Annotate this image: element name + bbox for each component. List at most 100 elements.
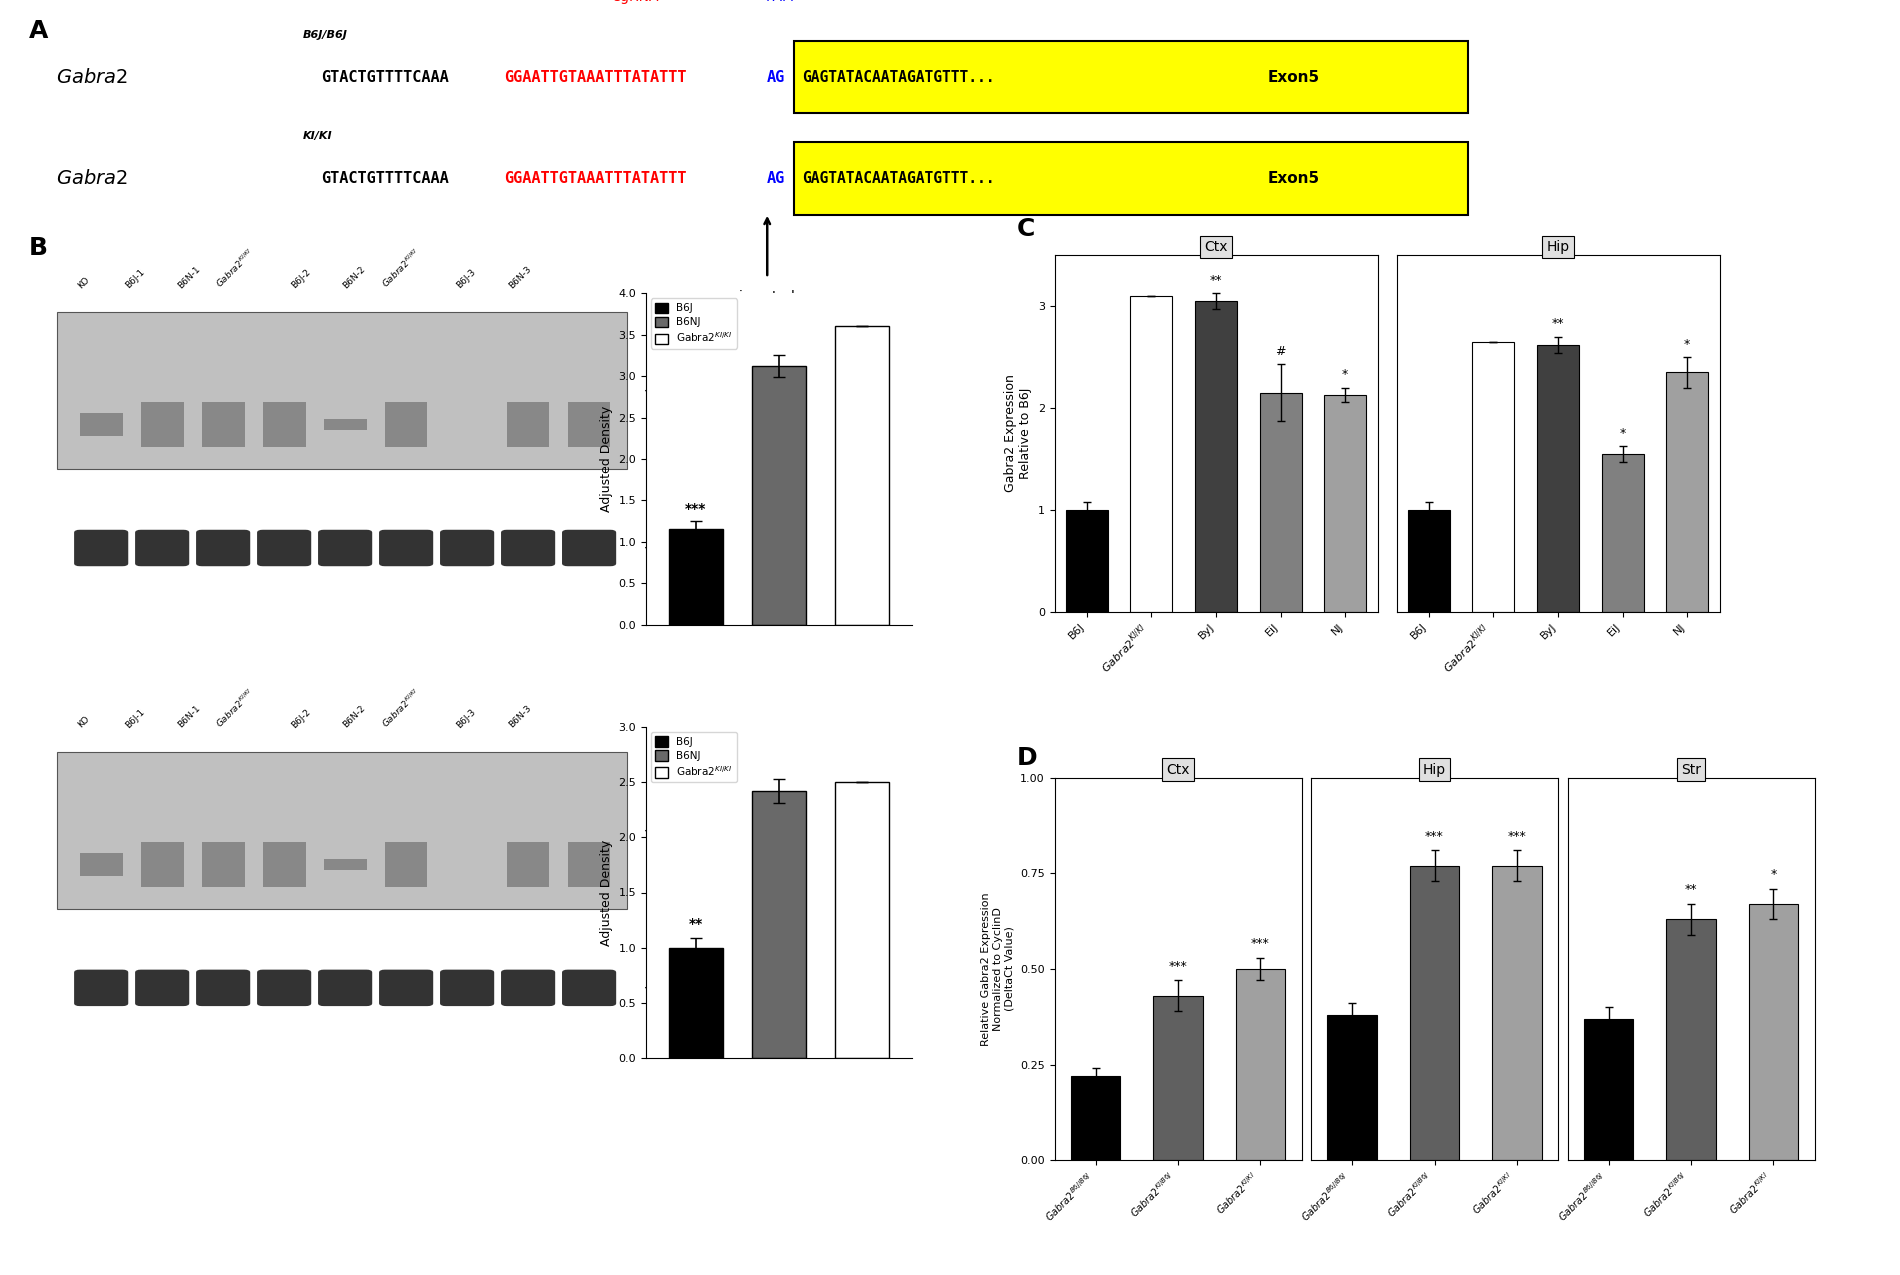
Y-axis label: Adjusted Density: Adjusted Density [600, 839, 614, 946]
Y-axis label: Adjusted Density: Adjusted Density [600, 405, 614, 513]
Text: inserted: inserted [739, 291, 796, 303]
Text: < Gabra2 (~51 kDa): < Gabra2 (~51 kDa) [644, 826, 752, 836]
FancyBboxPatch shape [57, 752, 627, 909]
FancyBboxPatch shape [57, 509, 627, 588]
Title: Hip: Hip [1423, 762, 1446, 776]
Text: GAGTATACAATAGATGTTT...: GAGTATACAATAGATGTTT... [802, 171, 996, 186]
Text: B6N-2: B6N-2 [342, 704, 367, 729]
Text: B: B [28, 236, 48, 260]
Bar [1072, 1076, 1121, 1160]
Text: AG: AG [768, 70, 785, 84]
Text: B6N-2: B6N-2 [342, 264, 367, 289]
Bar [669, 529, 722, 625]
FancyBboxPatch shape [196, 530, 251, 566]
FancyBboxPatch shape [441, 969, 494, 1006]
Bar [1410, 866, 1459, 1160]
Text: *: * [1619, 427, 1626, 440]
Text: KO: KO [76, 715, 91, 729]
Text: KI/KI: KI/KI [302, 131, 332, 142]
Bar [836, 326, 889, 625]
FancyBboxPatch shape [262, 842, 306, 887]
Text: **: ** [1210, 274, 1222, 287]
Text: B6J-2: B6J-2 [289, 708, 312, 729]
Bar [1324, 395, 1366, 612]
Text: B6N-1: B6N-1 [177, 264, 201, 289]
FancyBboxPatch shape [141, 402, 184, 448]
Bar [1195, 301, 1237, 612]
Text: < Gapdh (~37 kDa): < Gapdh (~37 kDa) [644, 543, 747, 553]
Text: B6J-3: B6J-3 [456, 268, 479, 289]
FancyBboxPatch shape [507, 402, 549, 448]
FancyBboxPatch shape [502, 969, 555, 1006]
FancyBboxPatch shape [57, 949, 627, 1028]
Text: sgRNA: sgRNA [614, 0, 659, 4]
FancyBboxPatch shape [74, 969, 129, 1006]
FancyBboxPatch shape [507, 842, 549, 887]
FancyBboxPatch shape [317, 969, 372, 1006]
FancyBboxPatch shape [80, 853, 122, 876]
FancyBboxPatch shape [794, 142, 1469, 215]
Text: $\mathit{Gabra2}^{KI/KI}$: $\mathit{Gabra2}^{KI/KI}$ [213, 686, 256, 729]
FancyBboxPatch shape [323, 859, 367, 870]
Text: D: D [1017, 746, 1037, 770]
FancyBboxPatch shape [80, 413, 122, 436]
FancyBboxPatch shape [441, 530, 494, 566]
FancyBboxPatch shape [256, 969, 312, 1006]
Bar [752, 366, 806, 625]
Text: $\mathit{Gabra2}^{KI/KI}$: $\mathit{Gabra2}^{KI/KI}$ [380, 246, 422, 289]
FancyBboxPatch shape [196, 969, 251, 1006]
Text: *: * [1771, 868, 1777, 881]
Legend: B6J, B6NJ, Gabra2$^{KI/KI}$: B6J, B6NJ, Gabra2$^{KI/KI}$ [652, 298, 737, 348]
Bar [1492, 866, 1541, 1160]
FancyBboxPatch shape [378, 530, 433, 566]
Text: $\mathit{Gabra2}^{KI/KI}$: $\mathit{Gabra2}^{KI/KI}$ [213, 246, 256, 289]
Text: B6N-1: B6N-1 [177, 704, 201, 729]
Text: AG: AG [768, 171, 785, 186]
FancyBboxPatch shape [568, 402, 610, 448]
FancyBboxPatch shape [57, 312, 627, 469]
Bar [1666, 372, 1708, 612]
Bar [1666, 919, 1716, 1160]
Bar [1328, 1015, 1378, 1160]
Text: B6N-3: B6N-3 [507, 264, 534, 289]
Text: B6J-2: B6J-2 [289, 268, 312, 289]
Text: Exon5: Exon5 [1267, 70, 1320, 84]
Text: ***: *** [1425, 830, 1444, 843]
Bar [1130, 296, 1172, 612]
Bar [1066, 510, 1108, 612]
Text: **: ** [1685, 884, 1697, 896]
FancyBboxPatch shape [378, 969, 433, 1006]
Bar [836, 782, 889, 1058]
Title: Hip: Hip [1547, 240, 1569, 254]
FancyBboxPatch shape [141, 842, 184, 887]
Bar [1260, 393, 1302, 612]
FancyBboxPatch shape [794, 41, 1469, 113]
Text: < Gapdh (~37 kDa): < Gapdh (~37 kDa) [644, 983, 747, 993]
Text: $\mathit{Gabra2}^{KI/KI}$: $\mathit{Gabra2}^{KI/KI}$ [380, 686, 422, 729]
FancyBboxPatch shape [384, 842, 428, 887]
Text: GTACTGTTTTCAAA: GTACTGTTTTCAAA [321, 171, 448, 186]
Y-axis label: Gabra2 Expression
Relative to B6J: Gabra2 Expression Relative to B6J [1003, 375, 1032, 492]
Bar [1235, 969, 1284, 1160]
Bar [1748, 904, 1797, 1160]
Text: KO: KO [76, 275, 91, 289]
Text: *: * [1341, 368, 1349, 381]
Y-axis label: Relative Gabra2 Expression
Normalized to CyclinD
(DeltaCt Value): Relative Gabra2 Expression Normalized to… [980, 892, 1015, 1046]
Text: GGAATTGTAAATTTATATTT: GGAATTGTAAATTTATATTT [505, 171, 688, 186]
Text: B6J-1: B6J-1 [124, 268, 146, 289]
FancyBboxPatch shape [256, 530, 312, 566]
Text: B6J/B6J: B6J/B6J [302, 31, 348, 40]
Text: #: # [1275, 346, 1286, 358]
Text: ***: *** [1507, 830, 1526, 843]
FancyBboxPatch shape [568, 842, 610, 887]
Text: B6J-3: B6J-3 [456, 708, 479, 729]
Bar [752, 790, 806, 1058]
Bar [669, 947, 722, 1058]
Bar [1585, 1019, 1634, 1160]
Text: C: C [1017, 217, 1036, 241]
Bar [1408, 510, 1450, 612]
FancyBboxPatch shape [262, 402, 306, 448]
Title: Str: Str [1682, 762, 1700, 776]
Text: **: ** [1552, 317, 1564, 330]
FancyBboxPatch shape [562, 530, 616, 566]
